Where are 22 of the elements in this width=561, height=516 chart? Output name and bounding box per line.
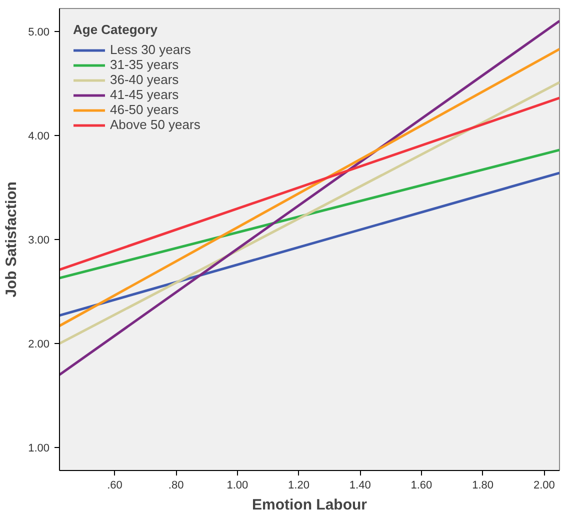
x-tick-label: .60 xyxy=(107,480,122,492)
y-tick-label: 4.00 xyxy=(28,130,50,142)
legend-label: 41-45 years xyxy=(110,87,179,102)
legend-title: Age Category xyxy=(73,22,159,37)
legend-label: 31-35 years xyxy=(110,57,179,72)
legend-label: 36-40 years xyxy=(110,72,179,87)
x-tick-label: .80 xyxy=(168,480,184,492)
x-tick-label: 1.60 xyxy=(410,480,432,492)
x-tick-label: 1.40 xyxy=(349,480,371,492)
x-tick-label: 2.00 xyxy=(533,480,555,492)
x-tick-label: 1.00 xyxy=(226,480,248,492)
y-tick-label: 5.00 xyxy=(28,26,50,38)
y-tick-label: 2.00 xyxy=(28,338,50,351)
y-tick-label: 1.00 xyxy=(28,442,50,455)
legend-label: Less 30 years xyxy=(110,42,191,57)
y-tick-label: 3.00 xyxy=(28,234,50,246)
legend-label: 46-50 years xyxy=(110,102,179,117)
x-tick-label: 1.20 xyxy=(288,480,310,492)
x-tick-label: 1.80 xyxy=(472,480,494,492)
y-axis-title: Job Satisfaction xyxy=(3,182,20,298)
legend-label: Above 50 years xyxy=(110,117,200,132)
x-axis-title: Emotion Labour xyxy=(252,496,368,514)
